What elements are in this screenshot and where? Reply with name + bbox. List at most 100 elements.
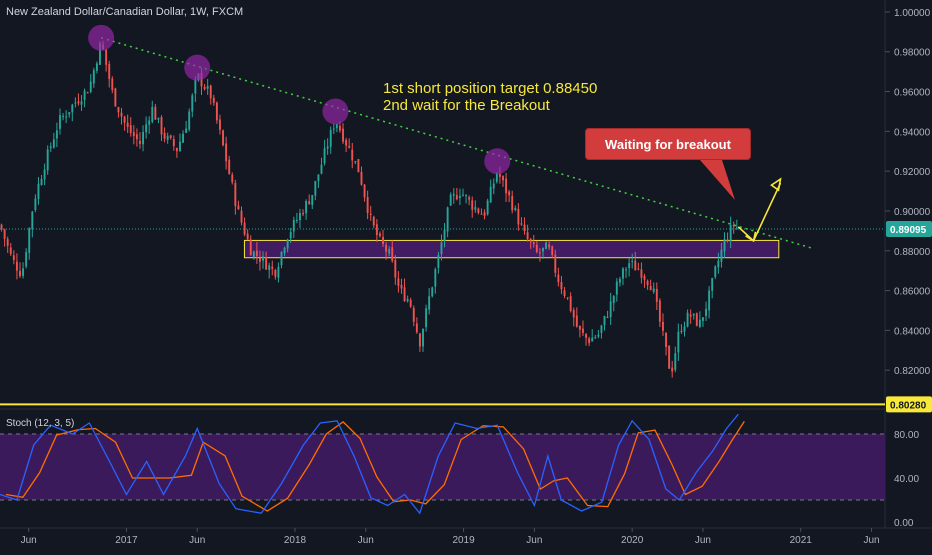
candle-body-8 xyxy=(25,252,28,267)
candle-body-66 xyxy=(203,86,206,90)
candle-body-122 xyxy=(375,224,378,236)
candle-body-220 xyxy=(677,331,680,353)
candle-body-210 xyxy=(646,280,649,286)
candle-body-127 xyxy=(391,247,394,261)
trade-note-line-2: 2nd wait for the Breakout xyxy=(383,97,550,114)
candle-body-202 xyxy=(622,268,624,279)
candle-body-69 xyxy=(212,97,215,103)
candle-body-168 xyxy=(517,208,520,225)
candle-body-103 xyxy=(317,174,320,181)
candle-body-213 xyxy=(655,288,658,302)
candle-body-89 xyxy=(274,269,277,277)
candle-body-117 xyxy=(360,171,363,185)
candle-body-211 xyxy=(649,285,652,291)
candle-body-146 xyxy=(449,194,452,206)
candle-body-163 xyxy=(502,176,504,181)
candle-body-73 xyxy=(225,143,228,162)
candle-body-130 xyxy=(400,284,403,289)
time-tick-label-9: 2021 xyxy=(790,535,813,546)
candle-body-193 xyxy=(594,337,597,339)
candle-body-71 xyxy=(219,119,221,130)
candle-body-209 xyxy=(643,275,646,280)
candle-body-80 xyxy=(246,233,249,240)
price-tick-label-7: 0.86000 xyxy=(894,287,931,298)
candle-body-82 xyxy=(252,251,255,258)
candle-body-61 xyxy=(188,111,191,130)
candle-body-49 xyxy=(151,106,154,122)
candle-body-32 xyxy=(99,42,101,65)
candle-body-81 xyxy=(249,239,252,256)
candle-body-38 xyxy=(117,107,120,113)
candle-body-207 xyxy=(637,268,640,270)
candle-body-27 xyxy=(83,90,86,100)
candle-body-92 xyxy=(283,247,286,254)
candle-body-175 xyxy=(538,252,541,254)
candle-body-44 xyxy=(135,134,138,140)
candle-body-111 xyxy=(342,128,344,142)
candle-body-87 xyxy=(268,265,271,270)
candle-body-6 xyxy=(19,270,21,277)
time-tick-label-0: Jun xyxy=(21,535,37,546)
candle-body-171 xyxy=(526,232,529,239)
peak-marker-0 xyxy=(88,24,115,51)
candle-body-236 xyxy=(726,239,729,241)
candle-body-94 xyxy=(289,232,292,239)
candle-body-16 xyxy=(49,146,52,149)
candle-body-70 xyxy=(215,102,218,121)
projection-arrowhead-down xyxy=(745,231,757,243)
candle-body-169 xyxy=(520,223,523,225)
candle-body-108 xyxy=(332,128,335,130)
candle-body-98 xyxy=(302,213,304,215)
candle-body-182 xyxy=(560,281,563,290)
candle-body-231 xyxy=(711,277,714,291)
candle-body-102 xyxy=(314,181,317,196)
candle-body-164 xyxy=(505,178,508,194)
candle-body-100 xyxy=(308,201,311,205)
candle-body-143 xyxy=(440,242,443,255)
time-tick-label-6: Jun xyxy=(526,535,542,546)
trade-note: 1st short position target 0.88450 2nd wa… xyxy=(383,80,597,114)
candle-body-15 xyxy=(46,149,49,171)
candle-body-227 xyxy=(698,319,701,327)
candle-body-45 xyxy=(139,140,141,144)
support-price-label: 0.80280 xyxy=(890,400,927,411)
candle-body-52 xyxy=(160,117,163,135)
candle-body-136 xyxy=(418,333,421,347)
candle-body-135 xyxy=(415,323,418,333)
candle-body-237 xyxy=(729,224,732,242)
candle-body-179 xyxy=(551,246,554,256)
downtrend-line xyxy=(100,37,813,250)
candle-body-120 xyxy=(369,213,372,215)
candle-body-63 xyxy=(194,79,197,94)
candle-body-140 xyxy=(431,287,434,297)
candle-body-115 xyxy=(354,161,357,163)
candle-body-72 xyxy=(222,130,224,146)
candle-body-21 xyxy=(65,116,68,118)
candle-body-109 xyxy=(335,124,338,129)
candle-body-48 xyxy=(148,120,151,125)
candle-body-62 xyxy=(191,95,194,112)
stoch-tick-label-1: 40.00 xyxy=(894,474,919,485)
candle-body-101 xyxy=(311,194,314,205)
price-tick-label-0: 1.00000 xyxy=(894,8,931,19)
candle-body-11 xyxy=(34,198,37,211)
candle-body-105 xyxy=(323,148,326,164)
candle-body-166 xyxy=(511,195,514,211)
candle-body-23 xyxy=(71,104,74,113)
price-tick-label-8: 0.84000 xyxy=(894,326,931,337)
candle-body-218 xyxy=(671,367,674,372)
candle-body-46 xyxy=(142,131,145,145)
candle-body-2 xyxy=(6,239,9,246)
price-tick-label-1: 0.98000 xyxy=(894,48,931,59)
candle-body-195 xyxy=(600,325,603,333)
candle-body-59 xyxy=(182,133,185,143)
candle-body-216 xyxy=(665,332,668,347)
candle-body-96 xyxy=(295,219,298,221)
candle-body-55 xyxy=(169,135,172,139)
candle-body-157 xyxy=(483,212,486,216)
candle-body-119 xyxy=(366,197,369,213)
candle-body-60 xyxy=(185,128,188,133)
candle-body-222 xyxy=(683,326,686,332)
candle-body-137 xyxy=(422,328,424,347)
candle-body-233 xyxy=(717,260,720,268)
